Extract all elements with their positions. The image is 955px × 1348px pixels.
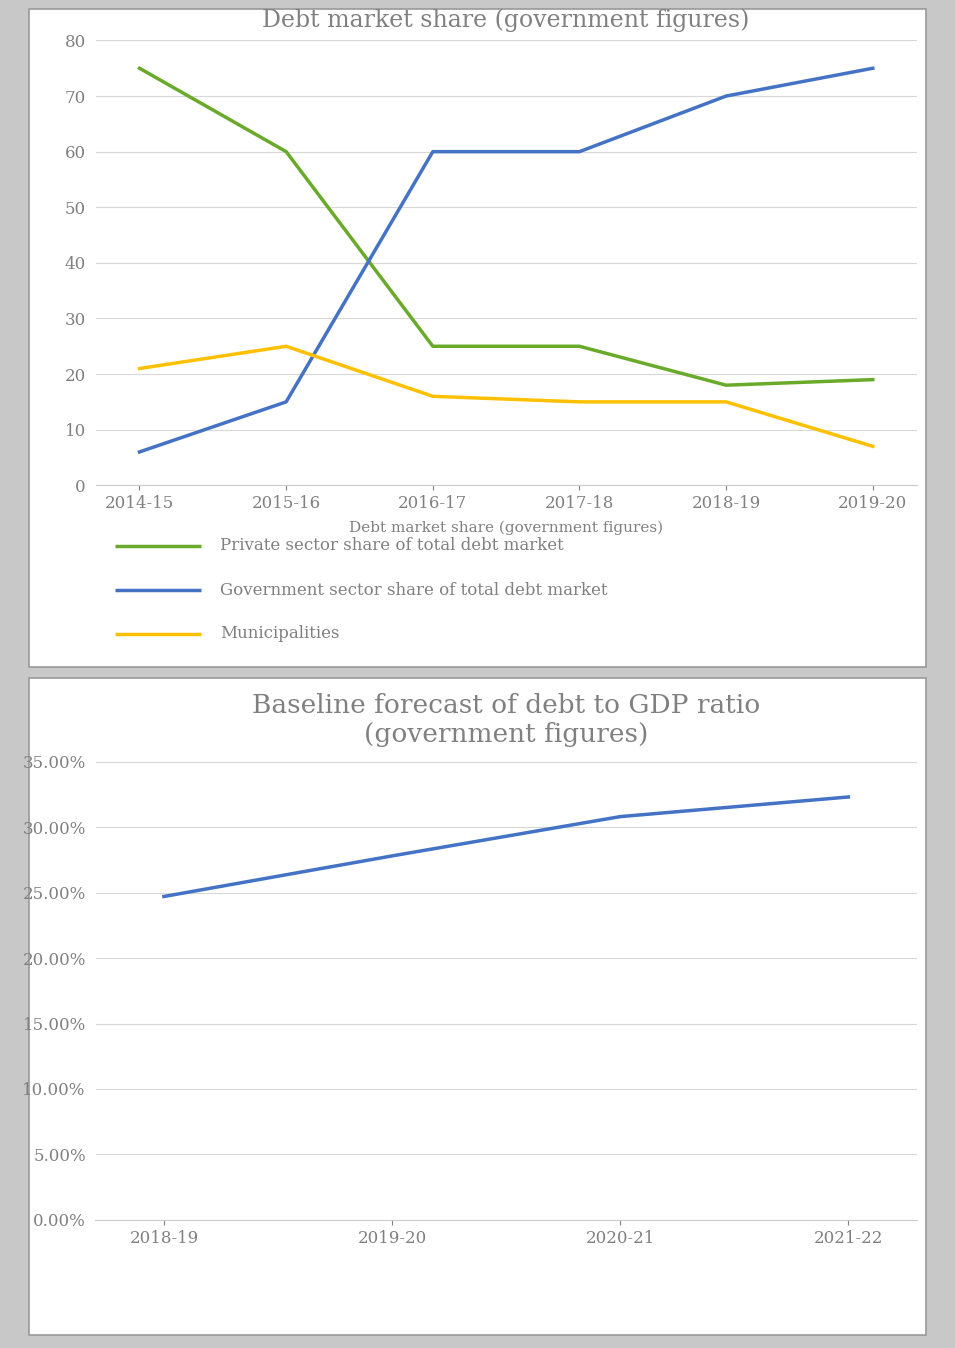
Text: Municipalities: Municipalities bbox=[220, 625, 339, 642]
Title: Debt market share (government figures): Debt market share (government figures) bbox=[263, 8, 750, 31]
Title: Baseline forecast of debt to GDP ratio
(government figures): Baseline forecast of debt to GDP ratio (… bbox=[252, 693, 760, 747]
Text: Government sector share of total debt market: Government sector share of total debt ma… bbox=[220, 582, 607, 599]
X-axis label: Debt market share (government figures): Debt market share (government figures) bbox=[350, 520, 663, 535]
Text: Private sector share of total debt market: Private sector share of total debt marke… bbox=[220, 538, 563, 554]
